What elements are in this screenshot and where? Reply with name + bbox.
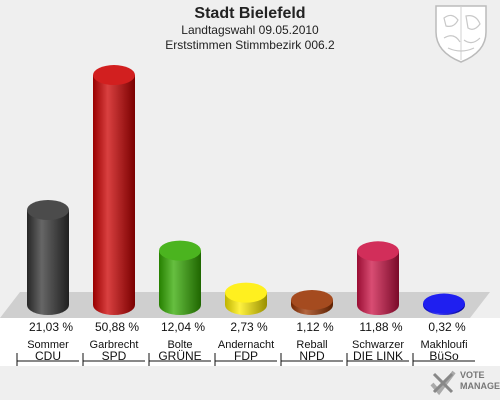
candidate-labels: Sommer Garbrecht Bolte Andernacht Reball Schw…: [27, 339, 467, 351]
chart-subtitle-2: Erststimmen Stimmbezirk 006.2: [165, 38, 335, 52]
coat-of-arms-icon: [435, 5, 487, 63]
bar-gr-ne: [159, 250, 201, 315]
party-label: DIE LINK: [353, 349, 403, 363]
party-label: NPD: [299, 349, 325, 363]
value-label: 2,73 %: [230, 320, 268, 334]
bar-die-linke: [357, 251, 399, 315]
candidate-label: Sommer: [27, 339, 69, 351]
bar-top-gr-ne: [159, 240, 201, 261]
candidate-label: Bolte: [167, 339, 192, 351]
party-label: FDP: [234, 349, 258, 363]
value-label: 21,03 %: [29, 320, 73, 334]
chart-subtitle: Landtagswahl 09.05.2010: [181, 23, 319, 37]
value-label: 12,04 %: [161, 320, 205, 334]
bar-top-cdu: [27, 199, 69, 220]
party-label: BüSo: [429, 349, 459, 363]
value-label: 0,32 %: [428, 320, 466, 334]
bar-top-b-so: [423, 293, 465, 314]
vote-manager-logo-icon: [430, 370, 456, 396]
bar-top-spd: [93, 65, 135, 86]
bar-top-npd: [291, 289, 333, 310]
value-labels: 21,03 % 50,88 % 12,04 % 2,73 % 1,12 % 11,88 %…: [29, 320, 466, 334]
bar-spd: [93, 75, 135, 315]
candidate-label: Schwarzer: [352, 339, 404, 351]
candidate-label: Reball: [296, 339, 327, 351]
value-label: 50,88 %: [95, 320, 139, 334]
bar-cdu: [27, 209, 69, 315]
candidate-label: Andernacht: [218, 339, 274, 351]
party-label: SPD: [102, 349, 127, 363]
party-label: CDU: [35, 349, 61, 363]
chart-title: Stadt Bielefeld: [194, 5, 306, 22]
bar-top-die-linke: [357, 241, 399, 262]
vote-manager-logo: VOTE MANAGER: [426, 368, 500, 398]
value-label: 11,88 %: [359, 320, 402, 334]
candidate-label: Garbrecht: [90, 339, 139, 351]
chart-header: Stadt Bielefeld Landtagswahl 09.05.2010 …: [0, 4, 500, 53]
bar-series: [27, 65, 465, 315]
bar-top-fdp: [225, 282, 267, 303]
logo-line-1: VOTE: [460, 370, 485, 380]
party-label: GRÜNE: [158, 349, 201, 363]
party-labels: CDU SPD GRÜNE FDP NPD DIE LINK BüSo: [16, 349, 475, 366]
logo-line-2: MANAGER: [460, 381, 500, 391]
value-label: 1,12 %: [296, 320, 334, 334]
candidate-label: Makhloufi: [420, 339, 467, 351]
